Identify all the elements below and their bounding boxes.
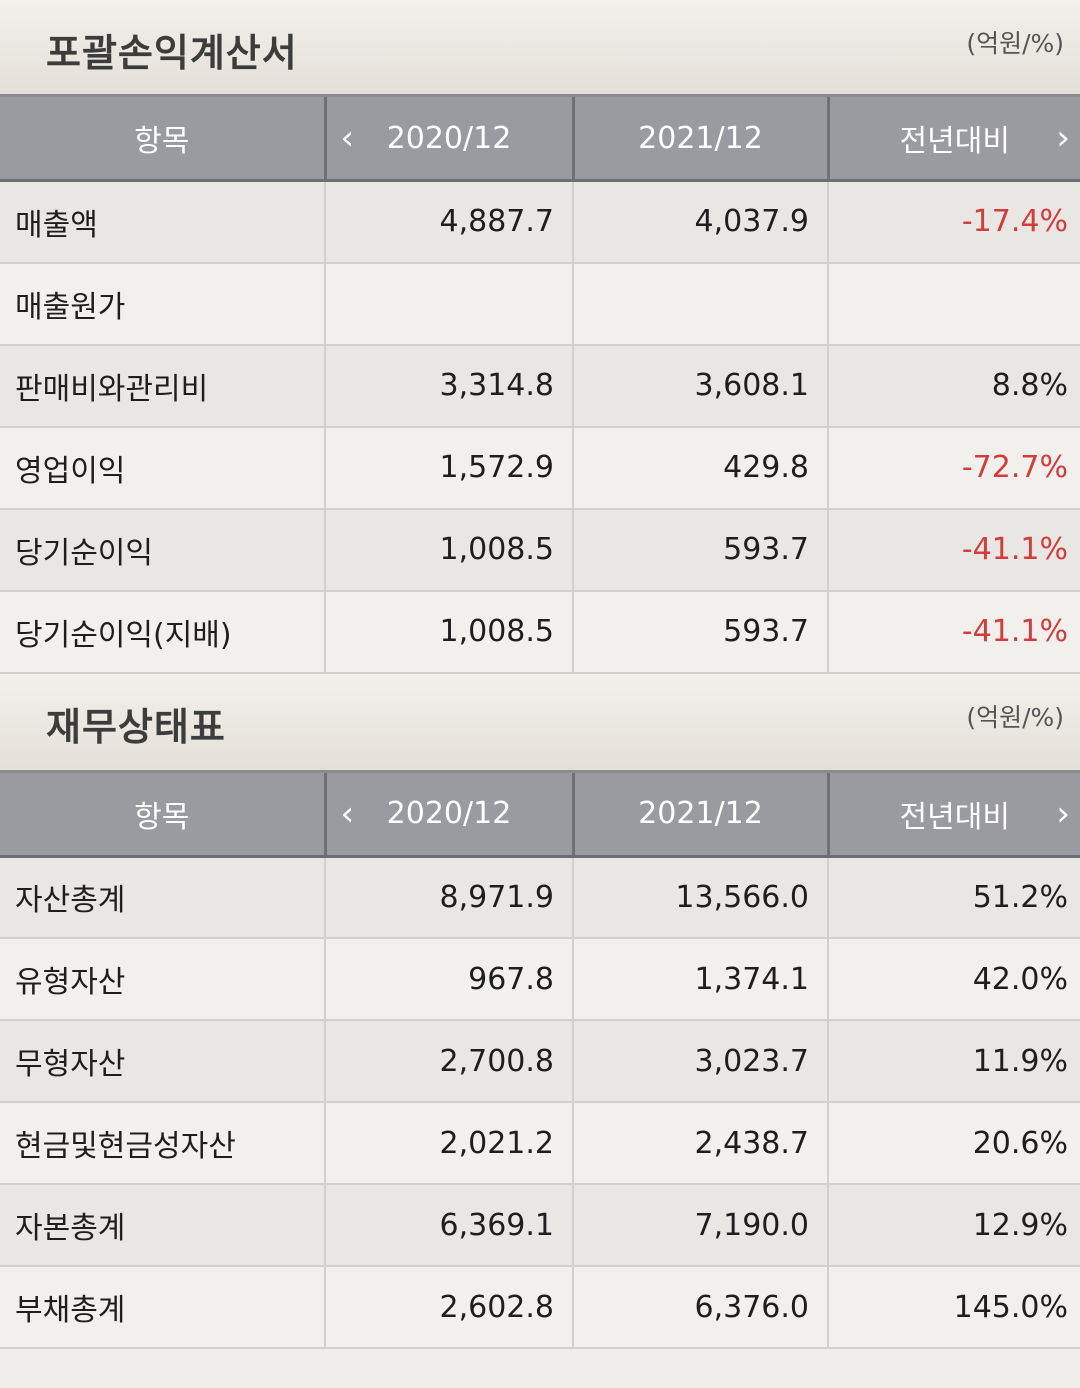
income-statement-unit: (억원/%) xyxy=(966,29,1064,58)
value-2020 xyxy=(324,262,573,346)
yoy-change: -17.4% xyxy=(827,180,1080,264)
table-header-row: 항목 ‹ 2020/12 2021/12 전년대비 › xyxy=(0,769,1080,858)
row-label: 매출원가 xyxy=(0,262,325,346)
table-row[interactable]: 판매비와관리비 3,314.8 3,608.1 8.8% xyxy=(0,344,1080,428)
row-label: 자본총계 xyxy=(0,1184,325,1267)
value-2020: 2,700.8 xyxy=(324,1020,573,1103)
value-2020: 1,008.5 xyxy=(324,590,573,674)
income-statement-title: 포괄손익계산서 xyxy=(46,31,298,75)
yoy-change: 11.9% xyxy=(827,1020,1080,1103)
yoy-change: 42.0% xyxy=(827,938,1080,1021)
value-2021: 593.7 xyxy=(572,508,828,592)
column-header-2020-label: 2020/12 xyxy=(386,120,512,156)
column-header-item: 항목 xyxy=(0,94,325,182)
column-header-change: 전년대비 › xyxy=(826,769,1080,858)
value-2020: 1,572.9 xyxy=(324,426,573,510)
column-header-change-label: 전년대비 xyxy=(899,124,1010,159)
value-2020: 8,971.9 xyxy=(324,856,573,939)
row-label: 당기순이익(지배) xyxy=(0,590,325,674)
chevron-left-icon[interactable]: ‹ xyxy=(340,118,355,158)
table-row[interactable]: 영업이익 1,572.9 429.8 -72.7% xyxy=(0,426,1080,510)
chevron-left-icon[interactable]: ‹ xyxy=(340,793,355,834)
value-2021: 4,037.9 xyxy=(572,180,828,264)
row-label: 현금및현금성자산 xyxy=(0,1102,325,1185)
chevron-right-icon[interactable]: › xyxy=(1056,118,1070,158)
row-label: 부채총계 xyxy=(0,1266,325,1349)
table-row[interactable]: 자산총계 8,971.9 13,566.0 51.2% xyxy=(0,856,1080,939)
table-header-row: 항목 ‹ 2020/12 2021/12 전년대비 › xyxy=(0,94,1080,182)
row-label: 당기순이익 xyxy=(0,508,325,592)
column-header-2021: 2021/12 xyxy=(571,769,828,858)
table-row[interactable]: 당기순이익(지배) 1,008.5 593.7 -41.1% xyxy=(0,590,1080,674)
value-2020: 2,021.2 xyxy=(324,1102,573,1185)
column-header-2020-label: 2020/12 xyxy=(386,796,512,831)
value-2021: 429.8 xyxy=(572,426,828,510)
balance-sheet-title: 재무상태표 xyxy=(46,704,226,749)
balance-sheet-unit: (억원/%) xyxy=(966,702,1064,732)
yoy-change: -41.1% xyxy=(827,590,1080,674)
column-header-2020: ‹ 2020/12 xyxy=(323,94,573,182)
value-2020: 967.8 xyxy=(324,938,573,1021)
yoy-change: -41.1% xyxy=(827,508,1080,592)
column-header-change-label: 전년대비 xyxy=(899,799,1010,835)
table-row[interactable]: 유형자산 967.8 1,374.1 42.0% xyxy=(0,938,1080,1021)
income-statement-table: 항목 ‹ 2020/12 2021/12 전년대비 › 매출액 4,887.7 4,… xyxy=(0,94,1080,674)
row-label: 자산총계 xyxy=(0,856,325,939)
yoy-change: 12.9% xyxy=(827,1184,1080,1267)
yoy-change: 145.0% xyxy=(827,1266,1080,1349)
value-2021: 593.7 xyxy=(572,590,828,674)
yoy-change xyxy=(827,262,1080,346)
value-2020: 2,602.8 xyxy=(324,1266,573,1349)
row-label: 매출액 xyxy=(0,180,325,264)
value-2020: 6,369.1 xyxy=(324,1184,573,1267)
value-2021: 3,608.1 xyxy=(572,344,828,428)
value-2021 xyxy=(572,262,828,346)
value-2021: 6,376.0 xyxy=(572,1266,828,1349)
table-row[interactable]: 당기순이익 1,008.5 593.7 -41.1% xyxy=(0,508,1080,592)
table-row[interactable]: 무형자산 2,700.8 3,023.7 11.9% xyxy=(0,1020,1080,1103)
table-row[interactable]: 현금및현금성자산 2,021.2 2,438.7 20.6% xyxy=(0,1102,1080,1185)
column-header-2021: 2021/12 xyxy=(571,94,828,182)
value-2021: 1,374.1 xyxy=(572,938,828,1021)
balance-sheet-header: 재무상태표 (억원/%) xyxy=(0,673,1080,770)
table-row[interactable]: 부채총계 2,602.8 6,376.0 145.0% xyxy=(0,1266,1080,1349)
value-2021: 7,190.0 xyxy=(572,1184,828,1267)
income-statement-header: 포괄손익계산서 (억원/%) xyxy=(0,0,1080,94)
value-2021: 13,566.0 xyxy=(572,856,828,939)
value-2021: 2,438.7 xyxy=(572,1102,828,1185)
yoy-change: 20.6% xyxy=(827,1102,1080,1185)
yoy-change: 8.8% xyxy=(827,344,1080,428)
yoy-change: 51.2% xyxy=(827,856,1080,939)
table-row[interactable]: 매출액 4,887.7 4,037.9 -17.4% xyxy=(0,180,1080,264)
column-header-item: 항목 xyxy=(0,769,325,858)
column-header-change: 전년대비 › xyxy=(826,94,1080,182)
row-label: 판매비와관리비 xyxy=(0,344,325,428)
value-2020: 1,008.5 xyxy=(324,508,573,592)
row-label: 유형자산 xyxy=(0,938,325,1021)
value-2020: 4,887.7 xyxy=(324,180,573,264)
balance-sheet-table: 항목 ‹ 2020/12 2021/12 전년대비 › 자산총계 8,971.9 1… xyxy=(0,769,1080,1349)
column-header-2020: ‹ 2020/12 xyxy=(323,769,573,858)
row-label: 무형자산 xyxy=(0,1020,325,1103)
table-row[interactable]: 자본총계 6,369.1 7,190.0 12.9% xyxy=(0,1184,1080,1267)
value-2021: 3,023.7 xyxy=(572,1020,828,1103)
table-row[interactable]: 매출원가 xyxy=(0,262,1080,346)
value-2020: 3,314.8 xyxy=(324,344,573,428)
chevron-right-icon[interactable]: › xyxy=(1056,793,1070,834)
row-label: 영업이익 xyxy=(0,426,325,510)
yoy-change: -72.7% xyxy=(827,426,1080,510)
